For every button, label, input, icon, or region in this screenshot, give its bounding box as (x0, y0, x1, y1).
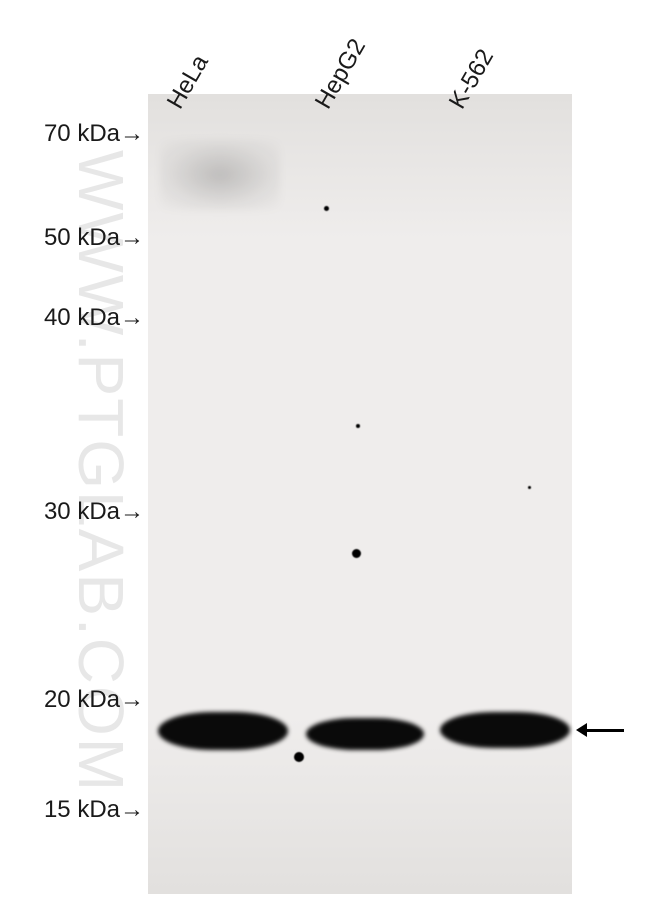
background-smear (160, 140, 280, 210)
artifact-speck (356, 424, 360, 428)
artifact-speck (528, 486, 531, 489)
blot-membrane-area (148, 94, 572, 894)
artifact-speck (294, 752, 304, 762)
marker-label: 50 kDa→ (44, 224, 144, 252)
arrow-shaft (584, 729, 624, 732)
marker-label: 30 kDa→ (44, 498, 144, 526)
marker-label: 40 kDa→ (44, 304, 144, 332)
result-arrow (576, 723, 624, 737)
protein-band (158, 712, 288, 750)
marker-label: 15 kDa→ (44, 796, 144, 824)
artifact-speck (324, 206, 329, 211)
protein-band (306, 718, 424, 750)
artifact-speck (352, 549, 361, 558)
marker-label: 70 kDa→ (44, 120, 144, 148)
protein-band (440, 712, 570, 748)
marker-label: 20 kDa→ (44, 686, 144, 714)
